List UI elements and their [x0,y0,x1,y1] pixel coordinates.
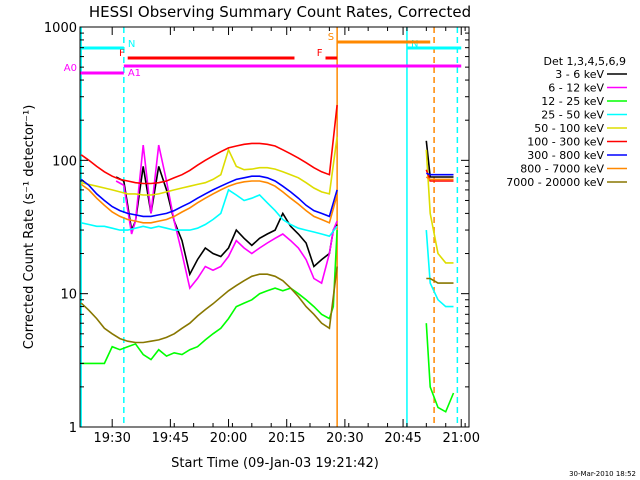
legend-label-6: 300 - 800 keV [527,149,604,162]
state-bar-label-4: N [128,39,135,50]
series-line-6-0 [80,175,338,218]
series-line-4-0 [81,136,338,196]
state-bar-label-5: N [411,39,418,50]
footer-date: 30-Mar-2010 18:52 [569,470,636,478]
state-bar-label-3: A1 [128,68,141,79]
legend-label-1: 6 - 12 keV [548,82,604,95]
attenuator-bars: F F A0 A1 N N S [64,32,462,79]
y-tick-label-0: 1 [69,421,77,436]
series-line-5-1 [425,169,454,182]
series-line-4-1 [425,149,454,264]
state-bar-label-0: F [119,48,125,59]
legend-title: Det 1,3,4,5,6,9 [543,55,626,68]
chart-title: HESSI Observing Summary Count Rates, Cor… [89,3,471,21]
y-axis-label: Corrected Count Rate (s⁻¹ detector⁻¹) [22,105,37,350]
legend-label-4: 50 - 100 keV [534,122,604,135]
legend-label-7: 800 - 7000 keV [520,163,604,176]
series-line-2-0 [81,230,338,365]
legend-label-8: 7000 - 20000 keV [506,176,604,189]
y-tick-label-1: 10 [60,288,77,303]
axes: 19:30 19:45 20:00 20:15 20:30 20:45 21:00 1 10 10… [44,21,480,446]
y-tick-label-3: 1000 [44,21,77,36]
legend-label-5: 100 - 300 keV [527,136,604,149]
series-line-3-1 [425,230,454,308]
state-bar-label-6: S [328,32,334,43]
series-line-7-1 [425,176,454,181]
x-tick-label-1: 19:45 [152,431,189,446]
series-line-8-0 [80,266,338,344]
legend-label-0: 3 - 6 keV [555,68,604,81]
x-tick-label-0: 19:30 [93,431,130,446]
state-bar-label-2: A0 [64,63,77,74]
x-tick-label-6: 21:00 [443,431,480,446]
state-bar-label-1: F [317,48,323,59]
x-tick-label-4: 20:30 [326,431,363,446]
x-tick-label-2: 20:00 [210,431,247,446]
series-line-6-1 [426,172,454,176]
legend-label-3: 25 - 50 keV [541,109,604,122]
series-lines [80,104,455,413]
x-tick-label-3: 20:15 [268,431,305,446]
series-line-3-0 [81,188,338,238]
series-line-1-0 [115,144,338,290]
x-axis-label: Start Time (09-Jan-03 19:21:42) [171,456,379,471]
series-line-8-1 [426,277,454,284]
legend-label-2: 12 - 25 keV [541,95,604,108]
series-line-2-1 [425,323,455,413]
y-tick-label-2: 100 [52,154,77,169]
series-line-7-0 [80,180,338,224]
plot-frame [79,26,470,428]
x-tick-label-5: 20:45 [384,431,421,446]
series-line-0-1 [425,140,454,178]
series-line-5-0 [80,104,338,185]
